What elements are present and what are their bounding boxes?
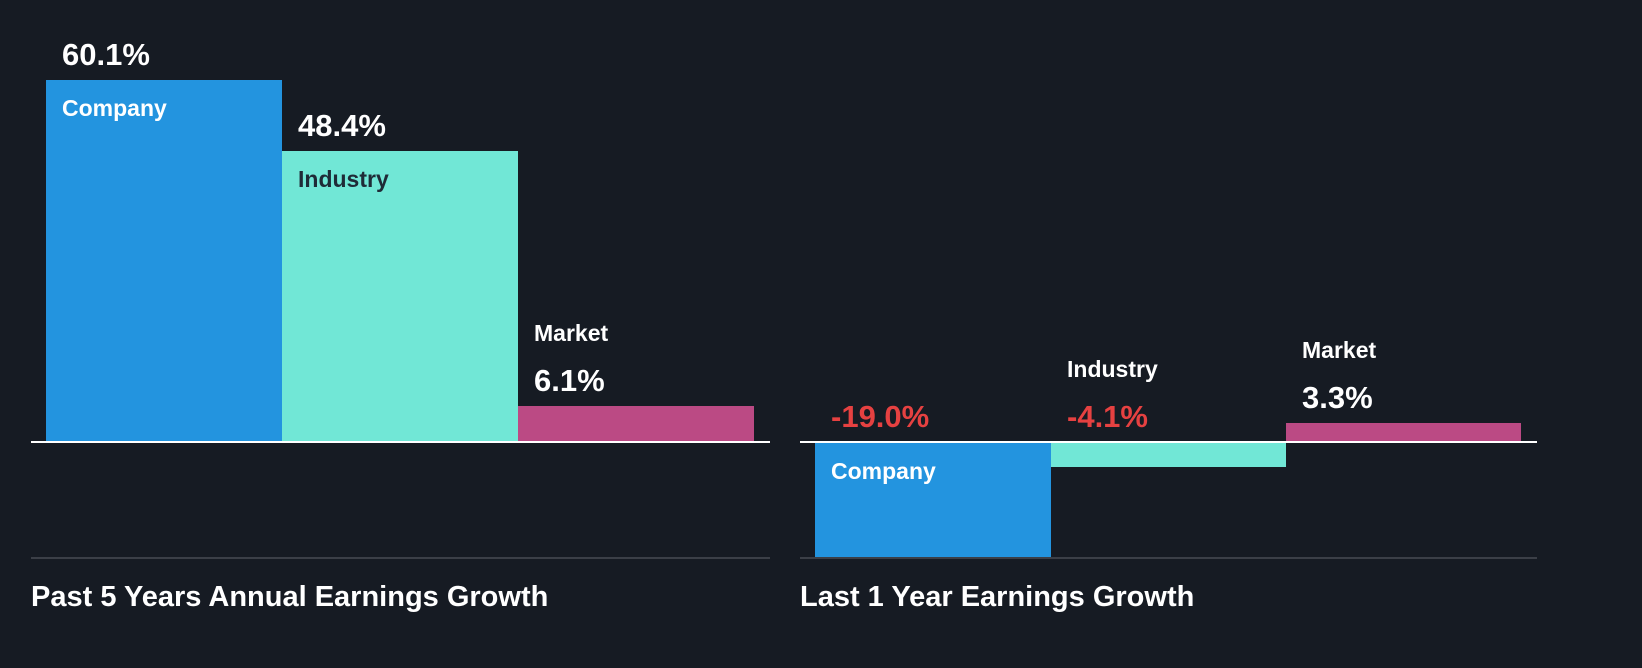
- value-industry: 48.4%: [298, 108, 386, 143]
- zero-baseline: [31, 441, 770, 443]
- label-market: Market: [534, 320, 609, 346]
- label-company: Company: [62, 95, 167, 121]
- label-industry: Industry: [298, 166, 389, 192]
- zero-baseline: [800, 441, 1537, 443]
- label-industry: Industry: [1067, 356, 1158, 382]
- bottom-axis-line: [800, 557, 1537, 559]
- value-company: 60.1%: [62, 37, 150, 72]
- value-industry: -4.1%: [1067, 399, 1148, 434]
- chart-title: Last 1 Year Earnings Growth: [800, 581, 1195, 613]
- label-company: Company: [831, 458, 936, 484]
- bar-market: [518, 406, 754, 442]
- chart-title: Past 5 Years Annual Earnings Growth: [31, 581, 549, 613]
- bar-company: [815, 442, 1051, 558]
- bar-industry: [282, 151, 518, 442]
- bar-industry: [1051, 442, 1286, 467]
- value-market: 3.3%: [1302, 380, 1373, 415]
- bottom-axis-line: [31, 557, 770, 559]
- value-market: 6.1%: [534, 363, 605, 398]
- value-company: -19.0%: [831, 399, 930, 434]
- label-market: Market: [1302, 337, 1377, 363]
- bar-company: [46, 80, 282, 442]
- bar-market: [1286, 423, 1521, 442]
